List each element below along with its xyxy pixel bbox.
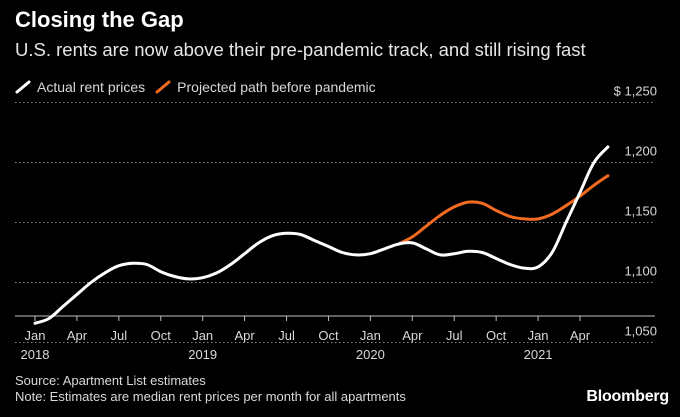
- x-year-label-2020: 2020: [356, 347, 385, 362]
- y-tick-label-1250: $ 1,250: [614, 84, 657, 99]
- x-tick-label-2019-04: Apr: [234, 328, 255, 343]
- x-tick-label-2018-04: Apr: [67, 328, 88, 343]
- x-tick-label-2018-01: Jan: [25, 328, 46, 343]
- chart-title: Closing the Gap: [15, 7, 184, 32]
- y-axis: 1,050 1,100 1,150 1,200 $ 1,250: [614, 84, 657, 339]
- y-tick-label-1150: 1,150: [624, 204, 657, 219]
- x-tick-label-2020-10: Oct: [486, 328, 507, 343]
- series-line-actual: [33, 145, 610, 325]
- legend-swatch-projected: [155, 80, 171, 94]
- x-axis: Jan 2018 Apr Jul Oct Jan 2019 Apr Jul Oct Jan 2020 A…: [15, 315, 655, 362]
- legend-item-projected: Projected path before pandemic: [155, 79, 376, 95]
- footnote: Note: Estimates are median rent prices p…: [15, 389, 406, 404]
- x-tick-label-2021-01: Jan: [528, 328, 549, 343]
- y-tick-label-1200: 1,200: [624, 144, 657, 159]
- source-note: Source: Apartment List estimates: [15, 373, 206, 388]
- y-tick-label-1100: 1,100: [624, 264, 657, 279]
- legend-label-projected: Projected path before pandemic: [177, 79, 376, 95]
- x-tick-label-2019-07: Jul: [278, 328, 295, 343]
- x-tick-label-2021-04: Apr: [570, 328, 591, 343]
- gridlines: [15, 102, 655, 343]
- x-tick-label-2018-07: Jul: [111, 328, 128, 343]
- x-tick-label-2020-04: Apr: [402, 328, 423, 343]
- chart-subtitle: U.S. rents are now above their pre-pande…: [15, 39, 586, 60]
- x-tick-label-2019-10: Oct: [318, 328, 339, 343]
- x-tick-label-2019-01: Jan: [192, 328, 213, 343]
- x-year-label-2019: 2019: [188, 347, 217, 362]
- legend: Actual rent prices Projected path before…: [15, 79, 386, 95]
- x-year-label-2018: 2018: [21, 347, 50, 362]
- y-tick-label-1050: 1,050: [624, 324, 657, 339]
- series-line-projected: [396, 174, 610, 246]
- legend-swatch-actual: [15, 80, 31, 94]
- legend-item-actual: Actual rent prices: [15, 79, 145, 95]
- x-tick-label-2020-07: Jul: [446, 328, 463, 343]
- x-tick-label-2018-10: Oct: [151, 328, 172, 343]
- x-year-label-2021: 2021: [524, 347, 553, 362]
- series-group: [33, 145, 610, 325]
- x-tick-label-2020-01: Jan: [360, 328, 381, 343]
- legend-label-actual: Actual rent prices: [37, 79, 146, 95]
- bloomberg-logo: Bloomberg: [586, 388, 669, 405]
